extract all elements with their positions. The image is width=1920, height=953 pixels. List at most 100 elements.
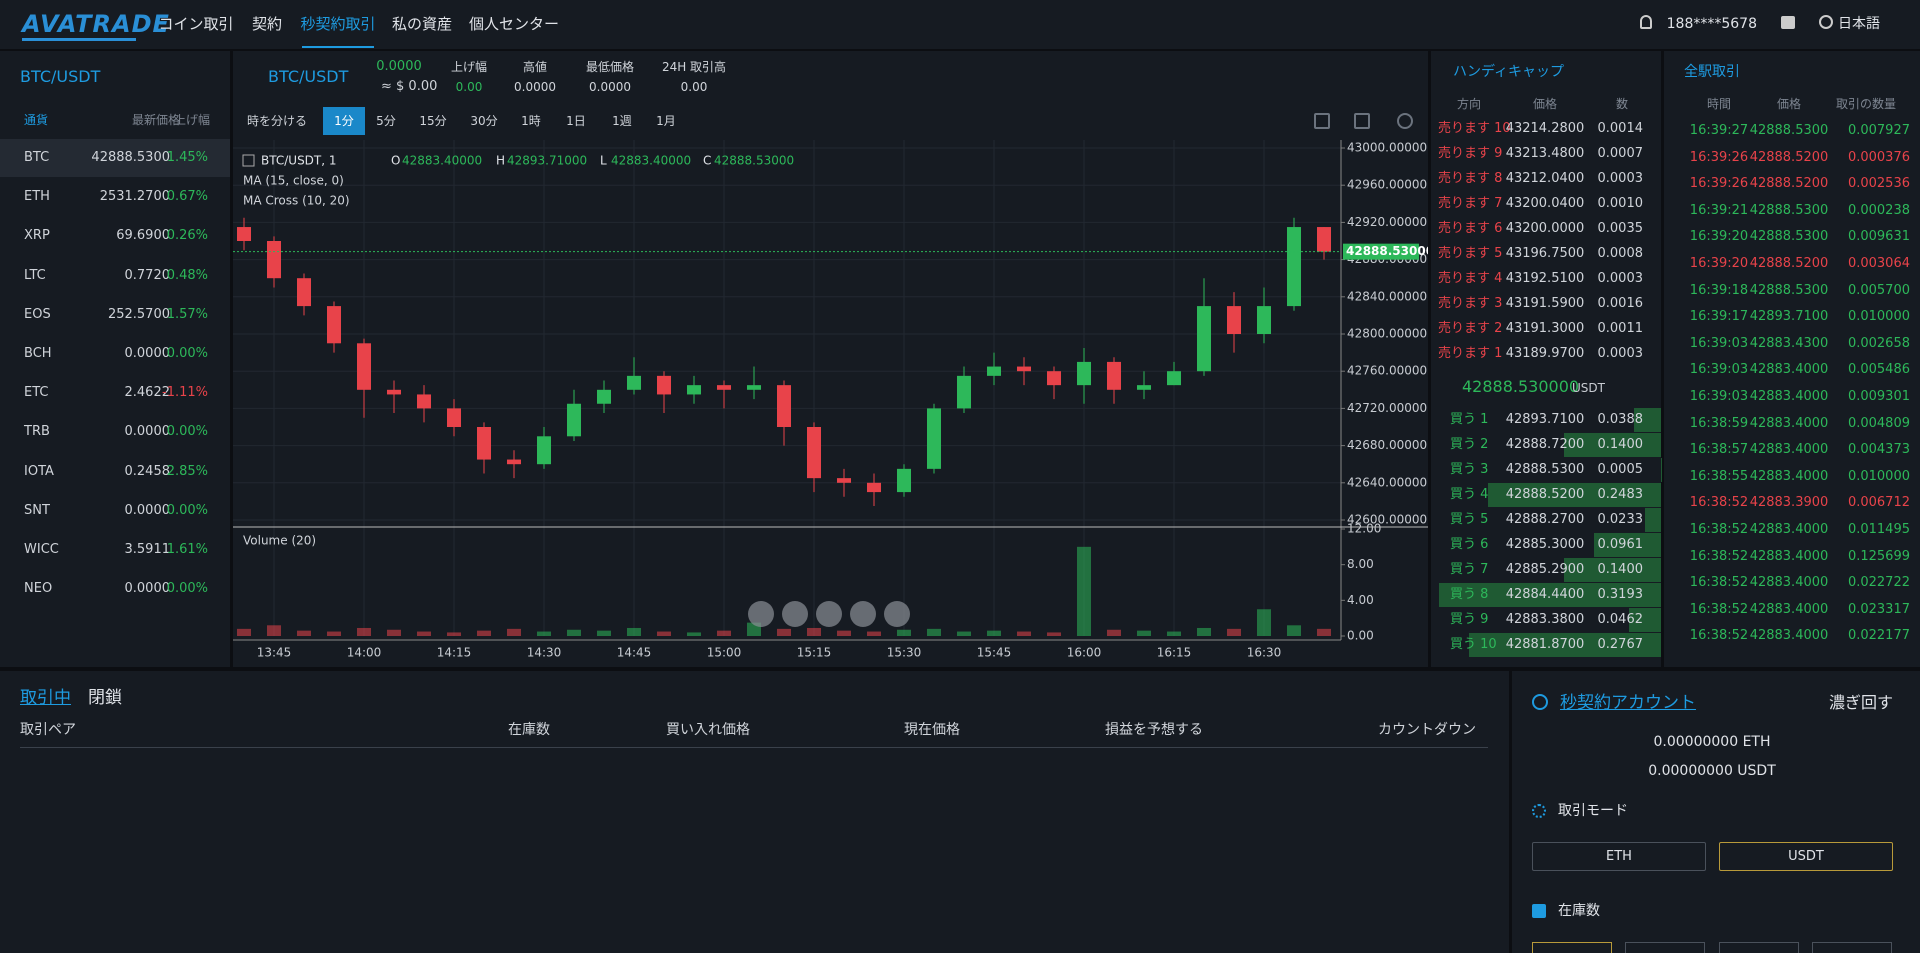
stock-option[interactable] [1812,942,1892,953]
interval[interactable]: 15分 [419,114,447,128]
stock-option[interactable] [1532,942,1612,953]
coin-name[interactable]: BCH [24,346,52,361]
settings-icon[interactable] [1397,113,1413,129]
nav-item[interactable]: 個人センター [468,15,559,33]
bid-label[interactable]: 買う 6 [1450,537,1489,552]
y-tick-label: 43000.00000 [1347,141,1427,155]
coin-name[interactable]: SNT [24,502,50,518]
trade-time: 16:39:03 [1689,335,1749,351]
language[interactable]: 日本語 [1838,16,1880,32]
mode-button[interactable]: ETH [1606,849,1632,864]
y-tick-label: 42840.00000 [1347,289,1427,303]
user-name[interactable]: 188****5678 [1666,16,1757,32]
interval[interactable]: 1日 [566,114,586,128]
trade-amount: 0.022722 [1847,575,1910,591]
trade-time: 16:38:57 [1689,442,1749,458]
interval[interactable]: 1月 [656,114,676,128]
coin-name[interactable]: TRB [24,424,50,440]
account-action[interactable]: 濃ぎ回す [1828,693,1893,712]
mode-button-box[interactable] [1719,842,1893,871]
fullscreen-icon[interactable] [1314,113,1330,129]
coin-price: 0.0000 [124,424,171,440]
volume-bar [1167,631,1181,636]
ask-label[interactable]: 売ります 4 [1438,271,1503,286]
ask-quantity: 0.0003 [1597,171,1644,186]
coin-name[interactable]: WICC [24,542,59,557]
volume-bar [1107,629,1121,636]
trade-price: 42883.4000 [1749,522,1829,537]
ask-label[interactable]: 売ります 1 [1438,346,1503,361]
coin-name[interactable]: BTC [24,150,50,165]
nav-item[interactable]: 私の資産 [391,15,452,33]
coin-name[interactable]: LTC [24,267,46,283]
interval[interactable]: 30分 [470,114,498,128]
nav-item[interactable]: 秒契約取引 [300,15,376,33]
ask-label[interactable]: 売ります 8 [1438,171,1503,186]
ask-label[interactable]: 売ります 7 [1438,196,1503,211]
mode-button[interactable]: USDT [1788,849,1824,864]
coin-name[interactable]: IOTA [24,463,54,479]
ask-label[interactable]: 売ります 5 [1438,246,1503,261]
chart-nav-button[interactable] [884,601,910,627]
mode-button-box[interactable] [1532,842,1706,871]
ask-price: 43189.9700 [1505,346,1585,361]
ask-label[interactable]: 売ります 10 [1438,121,1511,136]
bid-label[interactable]: 買う 8 [1450,587,1489,602]
bid-label[interactable]: 買う 10 [1450,637,1497,652]
ask-label[interactable]: 売ります 2 [1438,321,1503,336]
ask-label[interactable]: 売ります 3 [1438,296,1503,311]
chart-nav-button[interactable] [850,601,876,627]
interval[interactable]: 1週 [612,114,632,128]
position-tab[interactable]: 取引中 [20,688,71,708]
stock-option[interactable] [1719,942,1799,953]
volume-bar [717,630,731,636]
indicator-icon[interactable] [1354,113,1370,129]
coin-name[interactable]: XRP [24,228,50,244]
coin-price: 0.2458 [124,463,171,479]
bid-label[interactable]: 買う 4 [1450,487,1489,502]
ask-quantity: 0.0035 [1597,221,1644,236]
chart-nav-button[interactable] [748,601,774,627]
ask-label[interactable]: 売ります 9 [1438,146,1503,161]
interval[interactable]: 1分 [334,114,354,128]
depth-bar [1628,608,1661,632]
coin-name[interactable]: NEO [24,581,53,597]
coin-change: 1.61% [166,542,208,557]
account-title[interactable]: 秒契約アカウント [1560,693,1696,713]
bid-label[interactable]: 買う 7 [1450,562,1489,577]
chart-nav-button[interactable] [782,601,808,627]
ask-label[interactable]: 売ります 6 [1438,221,1503,236]
bid-label[interactable]: 買う 5 [1450,512,1489,527]
bid-label[interactable]: 買う 9 [1450,612,1489,627]
nav-item[interactable]: コイン取引 [158,15,234,33]
coin-name[interactable]: ETC [24,385,49,401]
coin-change: 2.85% [166,463,208,479]
ask-price: 43196.7500 [1505,246,1585,261]
stock-option[interactable] [1625,942,1705,953]
ask-quantity: 0.0016 [1597,296,1644,311]
bid-label[interactable]: 買う 1 [1450,412,1489,427]
nav-item[interactable]: 契約 [251,15,282,33]
coin-change: 0.48% [166,267,208,283]
candle-body [1167,371,1181,386]
coin-name[interactable]: EOS [24,306,51,322]
depth-bar [1563,433,1661,457]
chart-nav-button[interactable] [816,601,842,627]
position-tab[interactable]: 閉鎖 [88,688,122,708]
volume-bar [807,627,821,636]
coin-name[interactable]: ETH [24,189,50,205]
position-header: 買い入れ価格 [666,722,750,738]
volume-bar [1197,627,1211,636]
candle-body [807,427,821,479]
y-tick-label: 42760.00000 [1347,364,1427,378]
interval[interactable]: 5分 [376,114,396,128]
volume-bar [1317,628,1331,636]
trade-price: 42883.4300 [1749,335,1829,351]
interval[interactable]: 1時 [521,114,541,128]
interval[interactable]: 時を分ける [246,114,307,128]
bid-label[interactable]: 買う 2 [1450,437,1489,452]
logo: AVATRADE [22,10,170,38]
ask-quantity: 0.0011 [1597,321,1644,336]
pair: BTC/USDT [268,67,349,86]
bid-label[interactable]: 買う 3 [1450,462,1489,477]
